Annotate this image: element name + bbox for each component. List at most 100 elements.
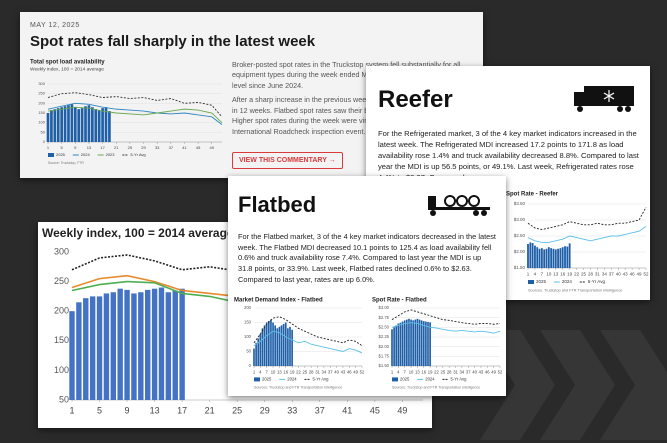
x-tick-label: 16 [560,272,566,277]
y-tick-label: $1.50 [514,265,526,270]
bar [403,320,406,366]
legend-label: 2024 [562,279,573,284]
x-tick-label: 1 [69,405,74,415]
bar [103,293,110,400]
x-tick-label: 1 [391,369,394,374]
x-tick-label: 43 [479,369,484,374]
bar [158,287,165,400]
bar [274,325,277,366]
x-tick-label: 21 [205,405,215,415]
bar [395,325,398,366]
x-tick-label: 37 [315,405,325,415]
x-tick-label: 4 [397,369,400,374]
bar [259,334,262,366]
x-tick-label: 25 [232,405,242,415]
chart-title: Spot Rate - Reefer [506,192,559,198]
y-tick-label: $3.00 [379,305,390,310]
x-tick-label: 43 [341,369,346,374]
y-tick-label: 300 [38,81,45,86]
bar [429,322,431,366]
x-tick-label: 46 [347,369,352,374]
x-tick-label: 1 [253,369,256,374]
bar [83,298,89,400]
bar [80,108,84,142]
bar [91,107,94,142]
x-tick-label: 37 [169,145,174,150]
x-tick-label: 10 [409,369,414,374]
bar [70,104,74,142]
y-tick-label: $2.75 [379,315,390,320]
bar [547,247,550,268]
y-tick-label: $2.00 [514,249,526,254]
x-tick-label: 13 [150,405,160,415]
x-tick-label: 49 [210,145,215,150]
x-tick-label: 25 [440,369,445,374]
y-tick-label: 50 [59,394,69,404]
x-tick-label: 22 [296,369,301,374]
legend-swatch [254,377,260,382]
bar [391,329,393,366]
bar [427,321,429,366]
x-tick-label: 45 [196,145,201,150]
bar [63,106,67,142]
bar [284,322,287,366]
bar [278,326,281,366]
x-tick-label: 34 [460,369,465,374]
x-tick-label: 5 [61,145,64,150]
bar [557,248,559,268]
x-tick-label: 49 [353,369,358,374]
x-tick-label: 37 [609,272,615,277]
paragraph: After a sharp increase in the previous w… [232,95,479,136]
x-tick-label: 16 [283,369,288,374]
card-title: Flatbed [238,192,317,217]
x-tick-label: 41 [342,405,352,415]
x-tick-label: 22 [574,272,580,277]
x-tick-label: 29 [141,145,146,150]
x-tick-label: 37 [466,369,471,374]
date: MAY 12, 2025 [30,22,80,29]
x-tick-label: 28 [447,369,452,374]
y-tick-label: 0 [249,363,252,368]
x-tick-label: 5 [97,405,102,415]
bar [418,319,421,366]
bar [104,107,108,142]
line-series [253,330,363,354]
x-tick-label: 25 [128,145,133,150]
legend-label: 2023 [106,152,116,157]
bar [410,319,412,366]
bar [138,292,144,400]
y-tick-label: $2.50 [514,233,526,238]
chart-title: Total spot load availability [30,60,105,66]
bar [564,246,566,268]
bar [280,325,283,366]
x-tick-label: 21 [114,145,119,150]
x-tick-label: 40 [334,369,339,374]
legend-label: 2024 [287,377,297,382]
bar [101,108,104,142]
legend-label: 5-Yr Avg [588,279,606,284]
bar [267,321,270,366]
x-tick-label: 25 [302,369,307,374]
legend-label: 2025 [400,377,410,382]
x-tick-label: 7 [266,369,269,374]
chart: Spot Rate - Flatbed $1.50 $1.75 $2.00 $2.25 $… [372,298,503,390]
bar [416,318,419,366]
view-commentary-button[interactable]: VIEW THIS COMMENTARY → [232,152,343,169]
x-tick-label: 16 [421,369,426,374]
bar [422,321,425,366]
y-tick-label: 250 [54,276,69,286]
x-tick-label: 13 [87,145,92,150]
legend-swatch [528,280,534,284]
x-tick-label: 33 [155,145,160,150]
bar [408,318,410,366]
bar [53,109,57,142]
x-tick-label: 46 [485,369,490,374]
bar [50,110,53,142]
x-tick-label: 19 [290,369,295,374]
bar [46,113,50,142]
legend-label: 2025 [56,152,66,157]
x-tick-label: 4 [259,369,262,374]
bar [566,246,569,268]
x-tick-label: 19 [428,369,433,374]
